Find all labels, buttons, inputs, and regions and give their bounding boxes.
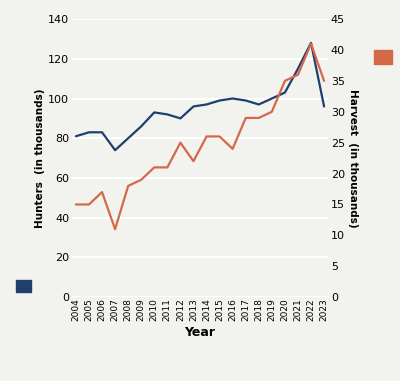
FancyBboxPatch shape	[16, 280, 31, 291]
X-axis label: Year: Year	[184, 326, 216, 339]
FancyBboxPatch shape	[374, 50, 392, 64]
Y-axis label: Harvest  (in thousands): Harvest (in thousands)	[348, 89, 358, 227]
Y-axis label: Hunters  (in thousands): Hunters (in thousands)	[35, 88, 45, 228]
